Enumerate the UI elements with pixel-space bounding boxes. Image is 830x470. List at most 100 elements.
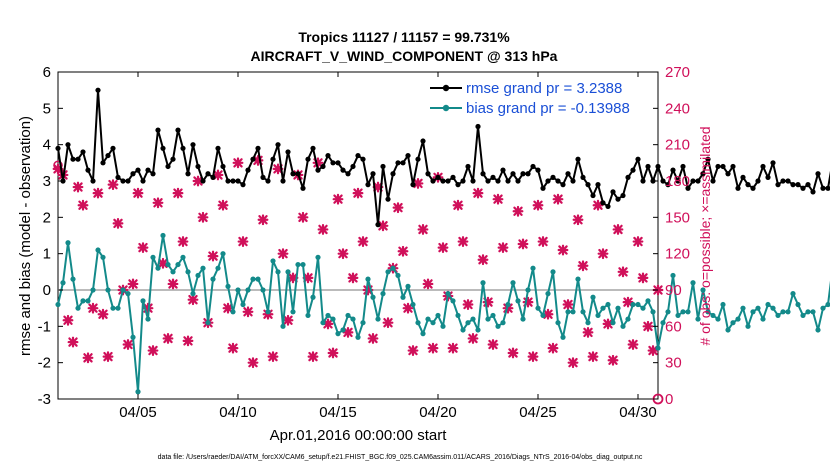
bias-point <box>810 309 816 315</box>
rmse-point <box>430 178 436 184</box>
chart-title: Tropics 11127 / 11157 = 99.731% <box>298 29 510 45</box>
rmse-point <box>95 87 101 93</box>
bias-point <box>725 327 731 333</box>
bias-point <box>730 320 736 326</box>
rmse-point <box>440 178 446 184</box>
data-file-note: data file: /Users/raeder/DAI/ATM_forcXX/… <box>158 454 643 461</box>
rmse-point <box>665 182 671 188</box>
rmse-point <box>815 171 821 177</box>
bias-point <box>760 316 766 322</box>
obs-assimilated-marker <box>467 333 479 344</box>
legend-rmse-marker <box>442 84 450 92</box>
obs-assimilated-marker <box>447 342 459 354</box>
bias-point <box>305 312 311 319</box>
rmse-point <box>330 160 336 166</box>
rmse-point <box>760 163 766 170</box>
rmse-point <box>570 178 576 184</box>
x-tick-label: 04/10 <box>219 404 257 421</box>
rmse-point <box>785 178 791 184</box>
bias-point <box>85 298 91 304</box>
bias-point <box>300 261 306 268</box>
bias-point <box>295 261 301 268</box>
rmse-point <box>130 171 136 177</box>
rmse-point <box>155 127 161 133</box>
obs-assimilated-marker <box>197 211 209 223</box>
obs-assimilated-marker <box>302 272 314 284</box>
rmse-point <box>745 182 751 188</box>
rmse-point <box>545 178 551 184</box>
rmse-point <box>185 171 191 177</box>
bias-point <box>350 316 356 322</box>
bias-point <box>650 309 656 315</box>
bias-point <box>95 247 101 253</box>
bias-point <box>115 305 121 311</box>
bias-point <box>575 276 581 282</box>
obs-assimilated-marker <box>642 320 654 332</box>
obs-assimilated-marker <box>147 345 159 356</box>
x-axis-label: Apr.01,2016 00:00:00 start <box>270 427 448 444</box>
bias-point <box>75 305 81 311</box>
rmse-point <box>200 178 206 184</box>
obs-assimilated-marker <box>247 357 259 369</box>
obs-assimilated-marker <box>77 199 89 211</box>
y2-axis-label: # of obs: o=possible; ×=assimilated <box>697 126 713 345</box>
obs-assimilated-marker <box>267 351 279 363</box>
rmse-point <box>820 185 826 191</box>
rmse-point <box>500 167 506 173</box>
bias-point <box>785 309 791 315</box>
bias-point <box>545 291 551 297</box>
rmse-point <box>350 163 356 170</box>
obs-assimilated-marker <box>87 302 99 314</box>
obs-assimilated-marker <box>67 336 79 348</box>
obs-assimilated-marker <box>537 236 549 247</box>
obs-assimilated-marker <box>437 242 449 254</box>
bias-point <box>560 334 566 340</box>
rmse-point <box>380 163 386 170</box>
rmse-point <box>770 160 776 166</box>
bias-point <box>240 301 246 308</box>
obs-assimilated-marker <box>497 242 509 254</box>
rmse-point <box>640 178 646 184</box>
bias-point <box>365 276 371 282</box>
obs-assimilated-marker <box>332 193 344 205</box>
obs-assimilated-marker <box>242 306 254 318</box>
bias-point <box>520 316 526 322</box>
x-tick-label: 04/30 <box>619 404 657 421</box>
bias-point <box>680 309 686 315</box>
bias-point <box>70 276 76 282</box>
y-tick-label: 6 <box>43 64 51 81</box>
bias-point <box>110 305 116 311</box>
bias-point <box>180 254 186 260</box>
rmse-point <box>790 182 796 188</box>
obs-assimilated-marker <box>612 224 624 235</box>
bias-point <box>100 254 106 260</box>
rmse-point <box>170 156 176 162</box>
bias-point <box>570 309 576 315</box>
bias-point <box>515 298 521 304</box>
rmse-point <box>190 142 196 148</box>
rmse-point <box>360 156 366 162</box>
bias-point <box>745 323 751 329</box>
bias-point <box>690 280 696 286</box>
rmse-point <box>490 174 496 180</box>
rmse-point <box>615 196 621 202</box>
rmse-point <box>715 163 721 170</box>
bias-point <box>250 276 256 282</box>
obs-assimilated-marker <box>622 296 634 308</box>
bias-point <box>470 316 476 322</box>
rmse-point <box>300 185 306 191</box>
rmse-point <box>495 178 501 184</box>
bias-point <box>600 305 606 311</box>
obs-assimilated-marker <box>112 217 124 229</box>
rmse-point <box>145 167 151 173</box>
bias-point <box>800 312 806 319</box>
obs-assimilated-marker <box>527 351 539 363</box>
obs-assimilated-marker <box>137 242 149 254</box>
y-tick-label: 0 <box>43 282 51 299</box>
obs-assimilated-marker <box>162 333 174 344</box>
obs-assimilated-marker <box>452 199 464 211</box>
bias-point <box>665 309 671 315</box>
bias-point <box>270 258 276 264</box>
bias-point <box>315 254 321 260</box>
bias-point <box>340 327 346 333</box>
